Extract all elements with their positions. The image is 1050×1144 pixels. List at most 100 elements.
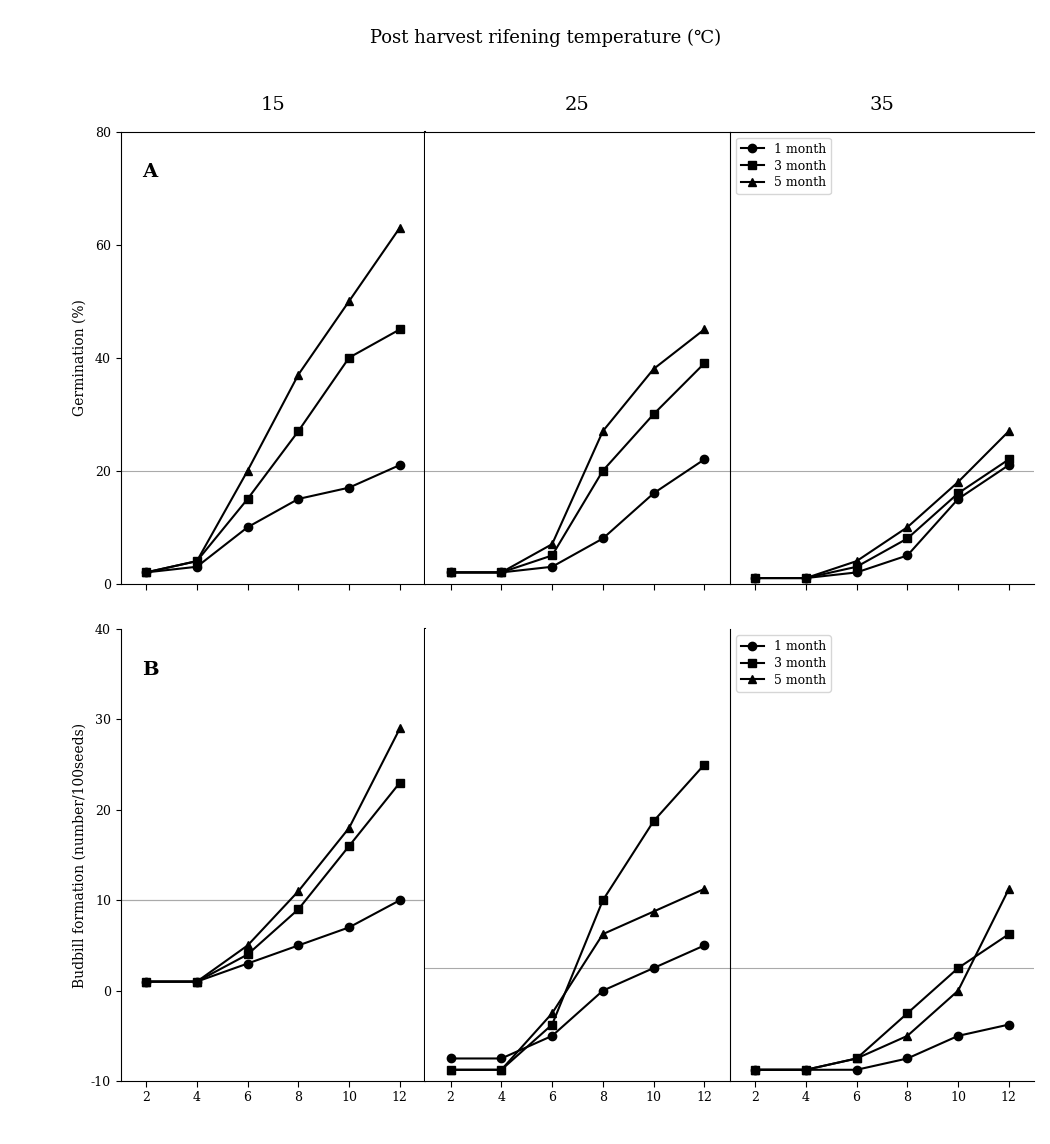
5 month — [850, 1051, 863, 1065]
1 month — [394, 458, 406, 471]
1 month — [444, 1051, 457, 1065]
5 month — [799, 1063, 812, 1077]
1 month — [850, 1063, 863, 1077]
3 month — [596, 463, 609, 477]
5 month — [1003, 424, 1015, 438]
Text: A: A — [142, 164, 157, 181]
1 month — [342, 480, 355, 494]
Text: 35: 35 — [869, 96, 895, 114]
3 month — [495, 565, 507, 579]
5 month — [495, 565, 507, 579]
3 month — [190, 975, 203, 988]
5 month — [342, 294, 355, 308]
5 month — [394, 221, 406, 235]
1 month — [495, 565, 507, 579]
5 month — [292, 884, 304, 898]
3 month — [342, 351, 355, 365]
1 month — [647, 961, 660, 975]
Line: 5 month: 5 month — [446, 325, 709, 577]
3 month — [850, 559, 863, 573]
3 month — [242, 492, 254, 506]
3 month — [596, 893, 609, 907]
5 month — [647, 362, 660, 375]
3 month — [799, 571, 812, 585]
1 month — [140, 975, 152, 988]
Line: 5 month: 5 month — [142, 724, 404, 986]
1 month — [495, 1051, 507, 1065]
3 month — [901, 532, 914, 546]
1 month — [749, 1063, 761, 1077]
5 month — [951, 475, 964, 488]
3 month — [242, 947, 254, 961]
3 month — [444, 565, 457, 579]
Text: B: B — [142, 660, 159, 678]
1 month — [242, 521, 254, 534]
Line: 1 month: 1 month — [751, 1020, 1013, 1074]
1 month — [850, 565, 863, 579]
Legend: 1 month, 3 month, 5 month: 1 month, 3 month, 5 month — [736, 137, 831, 194]
Text: Post harvest rifening temperature (℃): Post harvest rifening temperature (℃) — [371, 29, 721, 47]
1 month — [190, 559, 203, 573]
5 month — [546, 1007, 559, 1020]
Line: 1 month: 1 month — [446, 455, 709, 577]
5 month — [444, 1063, 457, 1077]
5 month — [850, 554, 863, 567]
3 month — [647, 407, 660, 421]
1 month — [951, 492, 964, 506]
Line: 5 month: 5 month — [446, 884, 709, 1074]
3 month — [799, 1063, 812, 1077]
5 month — [495, 1063, 507, 1077]
3 month — [647, 815, 660, 828]
5 month — [190, 975, 203, 988]
Y-axis label: Budbill formation (number/100seeds): Budbill formation (number/100seeds) — [72, 723, 87, 987]
3 month — [1003, 928, 1015, 942]
3 month — [342, 839, 355, 852]
3 month — [140, 565, 152, 579]
Line: 1 month: 1 month — [142, 896, 404, 986]
1 month — [799, 1063, 812, 1077]
Line: 1 month: 1 month — [142, 461, 404, 577]
Line: 1 month: 1 month — [446, 942, 709, 1063]
3 month — [1003, 453, 1015, 467]
1 month — [698, 453, 711, 467]
5 month — [901, 1028, 914, 1042]
Legend: 1 month, 3 month, 5 month: 1 month, 3 month, 5 month — [736, 635, 831, 692]
1 month — [951, 1028, 964, 1042]
5 month — [292, 367, 304, 381]
5 month — [444, 565, 457, 579]
Text: 25: 25 — [565, 96, 590, 114]
5 month — [698, 882, 711, 896]
Line: 5 month: 5 month — [142, 223, 404, 577]
1 month — [242, 956, 254, 970]
5 month — [596, 424, 609, 438]
3 month — [901, 1007, 914, 1020]
5 month — [799, 571, 812, 585]
5 month — [1003, 882, 1015, 896]
3 month — [292, 424, 304, 438]
1 month — [901, 1051, 914, 1065]
5 month — [698, 323, 711, 336]
1 month — [546, 1028, 559, 1042]
1 month — [1003, 458, 1015, 471]
Line: 5 month: 5 month — [751, 884, 1013, 1074]
5 month — [951, 984, 964, 998]
3 month — [394, 776, 406, 789]
3 month — [850, 1051, 863, 1065]
3 month — [698, 757, 711, 771]
Line: 3 month: 3 month — [446, 761, 709, 1074]
Text: 15: 15 — [260, 96, 286, 114]
3 month — [140, 975, 152, 988]
3 month — [190, 554, 203, 567]
1 month — [546, 559, 559, 573]
Line: 3 month: 3 month — [446, 359, 709, 577]
3 month — [444, 1063, 457, 1077]
5 month — [394, 722, 406, 736]
Line: 5 month: 5 month — [751, 427, 1013, 582]
3 month — [546, 549, 559, 563]
Line: 1 month: 1 month — [751, 461, 1013, 582]
1 month — [749, 571, 761, 585]
3 month — [749, 1063, 761, 1077]
5 month — [901, 521, 914, 534]
5 month — [546, 538, 559, 551]
1 month — [444, 565, 457, 579]
